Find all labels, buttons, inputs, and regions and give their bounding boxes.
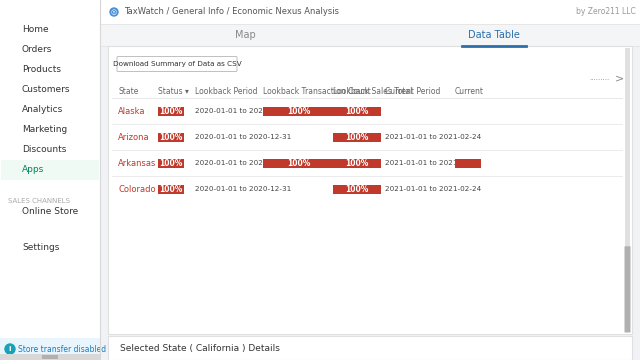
Text: Products: Products — [22, 66, 61, 75]
Text: 100%: 100% — [346, 184, 369, 194]
Text: Apps: Apps — [22, 166, 44, 175]
Bar — [263, 107, 335, 116]
Text: 100%: 100% — [346, 107, 369, 116]
Bar — [100, 24, 640, 46]
Text: i: i — [9, 346, 12, 352]
Text: 100%: 100% — [346, 158, 369, 167]
Text: 2021-01-01 to 2021-02-24: 2021-01-01 to 2021-02-24 — [385, 186, 481, 192]
Bar — [333, 158, 381, 167]
Bar — [333, 107, 381, 116]
Text: 2020-01-01 to 2020-12-31: 2020-01-01 to 2020-12-31 — [195, 160, 291, 166]
Text: 2020-01-01 to 2020-12-31: 2020-01-01 to 2020-12-31 — [195, 108, 291, 114]
Text: by Zero211 LLC: by Zero211 LLC — [576, 8, 636, 17]
Text: 100%: 100% — [346, 132, 369, 141]
Text: TaxWatch / General Info / Economic Nexus Analysis: TaxWatch / General Info / Economic Nexus… — [124, 8, 339, 17]
Text: Orders: Orders — [22, 45, 52, 54]
Bar — [1, 160, 99, 180]
Text: ◎: ◎ — [111, 9, 117, 15]
Bar — [0, 354, 100, 360]
Bar — [158, 132, 184, 141]
Text: Marketing: Marketing — [22, 126, 67, 135]
Text: Lookback Transaction Count: Lookback Transaction Count — [263, 87, 371, 96]
Text: Colorado: Colorado — [118, 184, 156, 194]
Bar — [0, 338, 100, 360]
Circle shape — [5, 344, 15, 354]
Text: Settings: Settings — [22, 243, 60, 252]
Bar — [333, 132, 381, 141]
Bar — [100, 0, 640, 24]
Text: Current: Current — [455, 87, 484, 96]
Text: Status ▾: Status ▾ — [158, 87, 189, 96]
Text: 100%: 100% — [159, 132, 182, 141]
Text: Arkansas: Arkansas — [118, 158, 157, 167]
Text: Analytics: Analytics — [22, 105, 63, 114]
Text: 100%: 100% — [159, 184, 182, 194]
Text: Home: Home — [22, 26, 49, 35]
Text: Online Store: Online Store — [22, 207, 78, 216]
Text: 100%: 100% — [287, 158, 310, 167]
Text: 100%: 100% — [287, 107, 310, 116]
Text: .........: ......... — [589, 75, 610, 81]
Text: Discounts: Discounts — [22, 145, 67, 154]
Bar — [158, 158, 184, 167]
Bar — [158, 184, 184, 194]
Text: 2021-01-01 to 2021-02-24: 2021-01-01 to 2021-02-24 — [385, 134, 481, 140]
Bar — [455, 158, 481, 167]
Circle shape — [110, 8, 118, 16]
Text: 2020-01-01 to 2020-12-31: 2020-01-01 to 2020-12-31 — [195, 134, 291, 140]
Text: 2021-01-01 to 2021-02-24: 2021-01-01 to 2021-02-24 — [385, 160, 481, 166]
Bar — [625, 48, 630, 332]
Text: Current Period: Current Period — [385, 87, 440, 96]
Bar — [42, 355, 58, 359]
Text: Map: Map — [236, 30, 256, 40]
FancyBboxPatch shape — [108, 46, 632, 334]
Text: Customers: Customers — [22, 85, 70, 94]
Bar — [0, 0, 100, 360]
Text: SALES CHANNELS: SALES CHANNELS — [8, 198, 70, 204]
Text: Download Summary of Data as CSV: Download Summary of Data as CSV — [113, 61, 241, 67]
Text: Lookback Sales Total: Lookback Sales Total — [333, 87, 413, 96]
Text: Selected State ( California ) Details: Selected State ( California ) Details — [120, 343, 280, 352]
Text: 100%: 100% — [159, 158, 182, 167]
Text: Lookback Period: Lookback Period — [195, 87, 257, 96]
Text: 100%: 100% — [159, 107, 182, 116]
FancyBboxPatch shape — [625, 246, 630, 333]
FancyBboxPatch shape — [117, 57, 237, 72]
Text: 2020-01-01 to 2020-12-31: 2020-01-01 to 2020-12-31 — [195, 186, 291, 192]
Text: State: State — [118, 87, 138, 96]
Text: Store transfer disabled: Store transfer disabled — [18, 345, 106, 354]
Text: >: > — [616, 73, 625, 83]
Text: Data Table: Data Table — [468, 30, 520, 40]
Text: Alaska: Alaska — [118, 107, 146, 116]
Bar — [158, 107, 184, 116]
FancyBboxPatch shape — [108, 336, 632, 360]
Bar — [263, 158, 335, 167]
Bar — [333, 184, 381, 194]
Text: Arizona: Arizona — [118, 132, 150, 141]
